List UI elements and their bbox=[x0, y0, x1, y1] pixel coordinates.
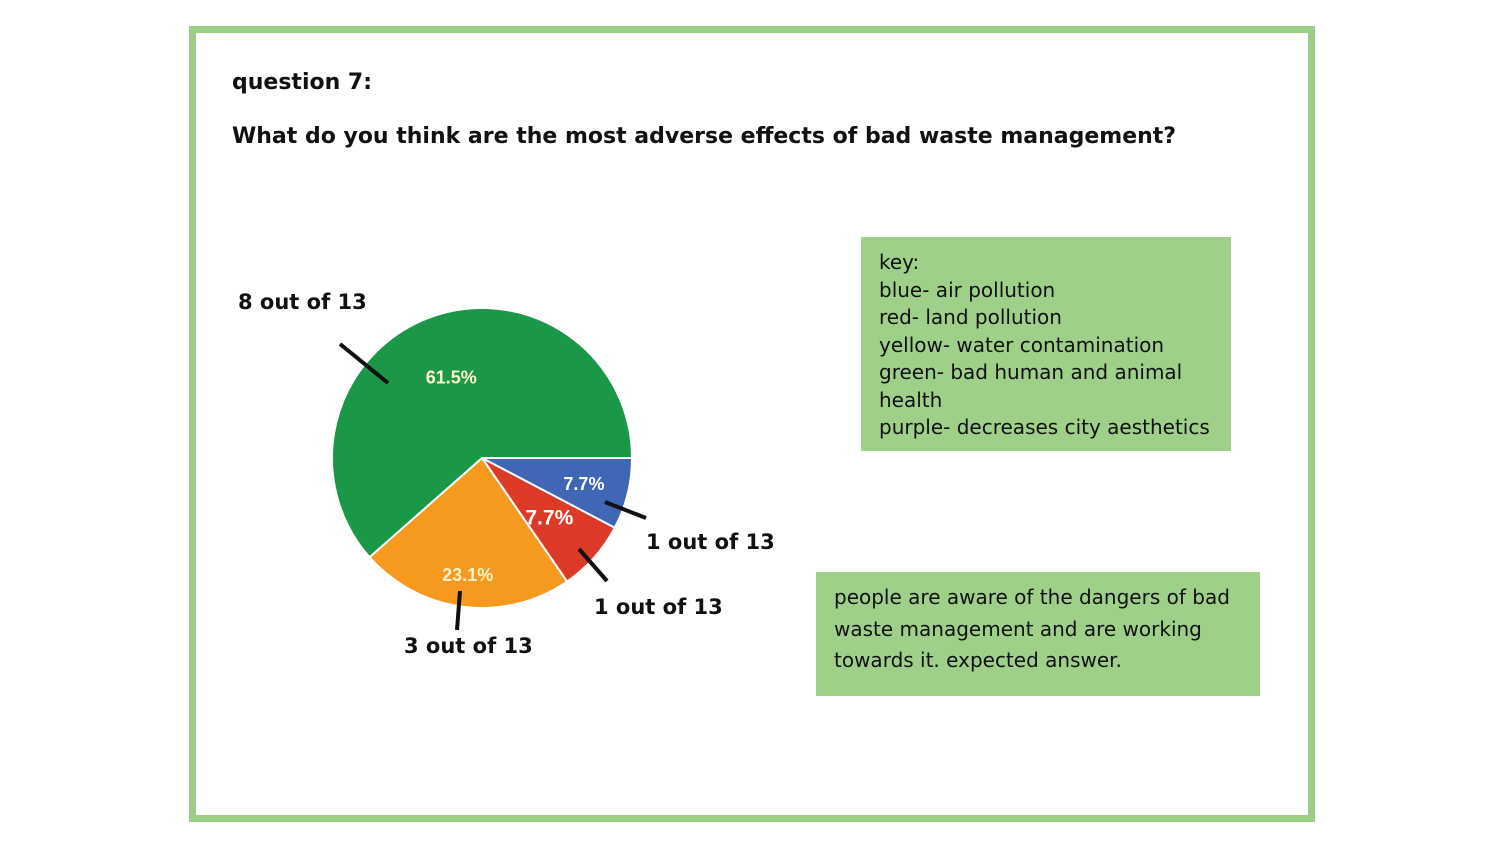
pie-label-green: 61.5% bbox=[426, 368, 477, 388]
leader-line-yellow bbox=[455, 590, 462, 631]
key-item-blue: blue- air pollution bbox=[879, 277, 1056, 302]
key-item-green-cont: health bbox=[879, 387, 943, 412]
pie-label-yellow: 23.1% bbox=[442, 565, 493, 585]
key-box: key: blue- air pollution red- land pollu… bbox=[861, 237, 1231, 451]
callout-yellow: 3 out of 13 bbox=[404, 634, 533, 658]
leader-line-red bbox=[577, 547, 609, 583]
pie-slice-green bbox=[331, 307, 634, 559]
pie-label-blue: 7.7% bbox=[563, 474, 604, 494]
key-title: key: bbox=[879, 250, 920, 274]
key-item-red: red- land pollution bbox=[879, 305, 1062, 329]
question-text: What do you think are the most adverse e… bbox=[232, 124, 1177, 149]
conclusion-note: people are aware of the dangers of bad w… bbox=[816, 572, 1260, 696]
callout-green: 8 out of 13 bbox=[238, 290, 367, 314]
leader-line-blue bbox=[604, 500, 647, 520]
key-item-yellow: yellow- water contamination bbox=[879, 332, 1165, 357]
pie-slice-yellow bbox=[368, 456, 569, 609]
pie-label-red: 7.7% bbox=[525, 507, 573, 530]
leader-line-green bbox=[338, 342, 390, 385]
key-item-purple: purple- decreases city aesthetics bbox=[879, 415, 1210, 439]
callout-blue: 1 out of 13 bbox=[646, 530, 775, 554]
callout-red: 1 out of 13 bbox=[594, 595, 723, 619]
key-item-green: green- bad human and animal bbox=[879, 360, 1183, 384]
question-number: question 7: bbox=[232, 70, 373, 95]
